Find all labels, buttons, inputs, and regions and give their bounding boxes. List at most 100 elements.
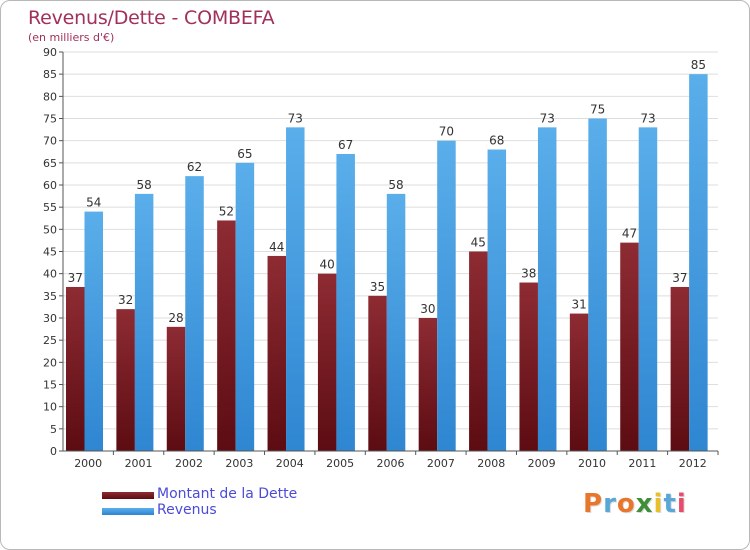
data-label-revenus: 58 [388, 178, 403, 192]
y-tick-label: 45 [43, 246, 57, 259]
y-tick-label: 0 [50, 445, 57, 458]
y-tick-label: 35 [43, 290, 57, 303]
bar-dette [670, 286, 690, 451]
data-label-revenus: 75 [590, 103, 605, 117]
x-tick-label: 2012 [679, 457, 707, 470]
legend-label-revenus: Revenus [157, 502, 217, 518]
bar-revenus [235, 162, 255, 452]
x-tick-label: 2000 [74, 457, 102, 470]
bar-dette [267, 255, 287, 451]
data-label-revenus: 73 [640, 111, 655, 125]
data-label-revenus: 65 [237, 147, 252, 161]
logo-letter: r [603, 489, 617, 519]
data-label-dette: 35 [370, 280, 385, 294]
data-label-dette: 45 [471, 236, 486, 250]
data-label-revenus: 54 [86, 196, 101, 210]
legend-label-dette: Montant de la Dette [157, 486, 298, 502]
bar-dette [317, 273, 337, 451]
proxiti-logo: Proxiti [583, 489, 687, 519]
data-label-dette: 30 [420, 302, 435, 316]
data-labels: 37 54 32 58 28 62 52 65 44 73 40 67 35 58 30 70 45 68 38 73… [68, 58, 706, 325]
logo-letter: o [616, 489, 636, 519]
y-tick-label: 80 [43, 90, 57, 103]
x-tick-label: 2003 [225, 457, 253, 470]
legend-swatch-revenus [102, 508, 154, 515]
bar-revenus [437, 140, 456, 451]
data-label-dette: 47 [622, 227, 637, 241]
bar-dette [217, 220, 236, 451]
bar-revenus [286, 127, 305, 451]
x-tick-label: 2004 [276, 457, 304, 470]
chart-subtitle: (en milliers d'€) [28, 31, 115, 44]
bar-dette [368, 295, 387, 451]
y-tick-label: 90 [43, 46, 57, 59]
data-label-revenus: 67 [338, 138, 353, 152]
logo-letter: t [663, 489, 677, 519]
bars [66, 74, 708, 452]
data-label-dette: 37 [672, 271, 687, 285]
x-tick-label: 2011 [628, 457, 656, 470]
legend-swatch-dette [102, 492, 154, 499]
data-label-dette: 28 [168, 311, 183, 325]
y-tick-label: 65 [43, 157, 57, 170]
bar-dette [620, 242, 639, 451]
bar-dette [569, 313, 589, 451]
data-label-dette: 52 [219, 204, 234, 218]
y-tick-label: 10 [43, 401, 57, 414]
data-label-dette: 38 [521, 267, 536, 281]
x-tick-label: 2008 [477, 457, 505, 470]
bar-dette [519, 282, 538, 451]
bar-dette [166, 326, 186, 451]
data-label-revenus: 62 [187, 160, 202, 174]
bar-revenus [134, 193, 154, 451]
y-tick-label: 25 [43, 334, 57, 347]
bar-revenus [588, 118, 607, 451]
bar-revenus [537, 127, 557, 451]
x-tick-label: 2001 [125, 457, 153, 470]
y-tick-label: 70 [43, 135, 57, 148]
y-tick-label: 85 [43, 68, 57, 81]
bar-revenus [487, 149, 507, 452]
bar-revenus [185, 176, 204, 451]
y-tick-label: 60 [43, 179, 57, 192]
y-tick-label: 15 [43, 379, 57, 392]
y-tick-label: 50 [43, 223, 57, 236]
x-tick-label: 2005 [326, 457, 354, 470]
bar-dette [116, 309, 135, 451]
data-label-dette: 31 [571, 298, 586, 312]
x-tick-label: 2006 [377, 457, 405, 470]
bar-revenus [638, 127, 658, 451]
y-tick-label: 75 [43, 113, 57, 126]
data-label-revenus: 73 [288, 111, 303, 125]
bar-revenus [386, 193, 406, 451]
chart-title: Revenus/Dette - COMBEFA [28, 7, 275, 29]
bar-revenus [84, 211, 103, 451]
bar-dette [66, 286, 85, 451]
data-label-revenus: 85 [691, 58, 706, 72]
data-label-revenus: 58 [136, 178, 151, 192]
data-label-revenus: 73 [540, 111, 555, 125]
data-label-dette: 40 [320, 258, 335, 272]
bar-revenus [336, 153, 355, 451]
logo-letter: x [635, 489, 654, 519]
x-tick-label: 2007 [427, 457, 455, 470]
logo-letter: i [676, 489, 687, 519]
x-tick-label: 2002 [175, 457, 203, 470]
x-tick-label: 2009 [528, 457, 556, 470]
bar-revenus [689, 74, 708, 452]
y-tick-label: 20 [43, 356, 57, 369]
data-label-revenus: 70 [439, 125, 454, 139]
logo-letter: P [583, 489, 604, 519]
data-label-dette: 32 [118, 293, 133, 307]
y-tick-label: 30 [43, 312, 57, 325]
y-tick-label: 40 [43, 268, 57, 281]
axes: 0 5 10 15 20 25 30 35 40 45 50 55 60 65 70 75 80 85 90 2000… [43, 46, 719, 470]
y-tick-label: 55 [43, 201, 57, 214]
y-tick-label: 5 [50, 423, 57, 436]
data-label-dette: 37 [68, 271, 83, 285]
logo-letter: i [653, 489, 664, 519]
bar-dette [469, 251, 488, 451]
data-label-dette: 44 [269, 240, 284, 254]
